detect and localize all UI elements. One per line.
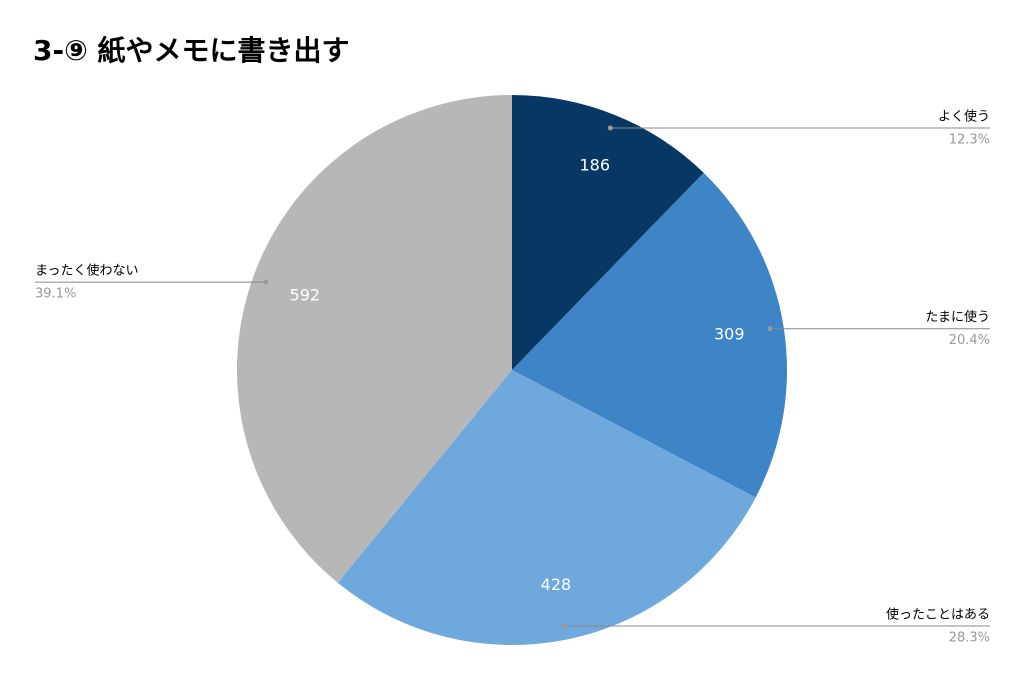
pie-slice bbox=[512, 172, 788, 498]
pie-slice bbox=[512, 95, 704, 370]
value-label: 309 bbox=[714, 325, 745, 344]
legend-label: たまに使う bbox=[925, 309, 990, 325]
legend-label: まったく使わない bbox=[35, 263, 138, 279]
legend-label: 使ったことはある bbox=[886, 606, 990, 622]
value-label: 186 bbox=[579, 156, 610, 175]
percent-label: 20.4% bbox=[949, 333, 990, 348]
leader-dot bbox=[561, 623, 567, 629]
percent-label: 12.3% bbox=[949, 132, 990, 147]
percent-label: 39.1% bbox=[35, 287, 76, 302]
leader-dot bbox=[767, 326, 773, 332]
leader-dot bbox=[607, 125, 613, 131]
value-label: 592 bbox=[290, 285, 321, 304]
legend-label: よく使う bbox=[938, 108, 990, 124]
percent-label: 28.3% bbox=[949, 630, 990, 645]
leader-dot bbox=[263, 279, 269, 285]
value-label: 428 bbox=[541, 575, 572, 594]
pie-slice bbox=[237, 95, 512, 583]
chart-title: 3-⑨ 紙やメモに書き出す bbox=[33, 34, 350, 67]
pie-slice bbox=[337, 370, 756, 646]
